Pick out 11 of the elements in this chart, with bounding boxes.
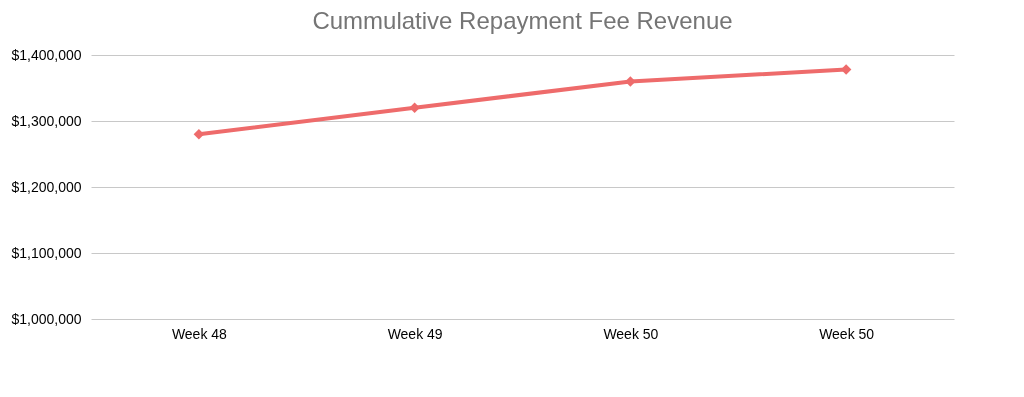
point xyxy=(409,102,420,114)
chart-title: Cummulative Repayment Fee Revenue xyxy=(312,7,733,34)
x-tick-label: Week 50 xyxy=(603,325,659,342)
y-tick-label: $1,200,000 xyxy=(11,178,82,195)
y-tick-label: $1,400,000 xyxy=(11,46,82,63)
x-tick-label: Week 50 xyxy=(819,325,875,342)
y-tick-label: $1,100,000 xyxy=(11,244,82,261)
x-tick-label: Week 49 xyxy=(387,325,443,342)
y-tick-label: $1,300,000 xyxy=(11,112,82,129)
x-tick-label: Week 48 xyxy=(171,325,228,342)
y-tick-label: $1,000,000 xyxy=(11,310,82,327)
